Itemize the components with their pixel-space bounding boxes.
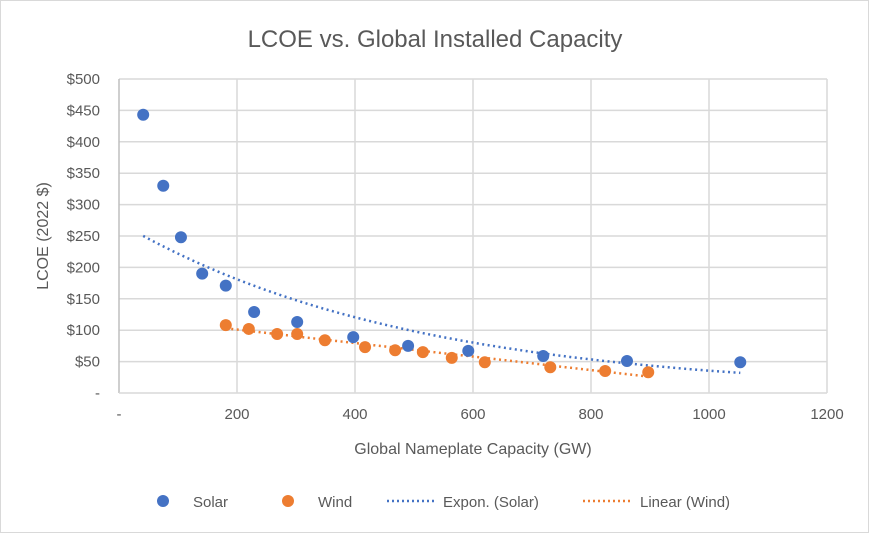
point-solar (620, 354, 633, 367)
trendline-linear (225, 327, 649, 378)
x-tick-label: 800 (578, 406, 603, 423)
point-wind (599, 365, 612, 378)
point-wind (642, 366, 655, 379)
x-tick-label: 1000 (692, 406, 725, 423)
x-axis-label: Global Nameplate Capacity (GW) (354, 441, 591, 458)
point-wind (544, 361, 557, 374)
point-wind (271, 327, 284, 340)
legend-wind-label: Wind (318, 494, 352, 511)
gridlines (118, 78, 828, 394)
y-tick-label: $50 (75, 354, 100, 371)
legend: Solar Wind Expon. (Solar) Linear (Wind) (157, 494, 730, 511)
chart-title: LCOE vs. Global Installed Capacity (248, 26, 623, 53)
point-solar (402, 339, 415, 352)
x-tick-label: 400 (342, 406, 367, 423)
legend-wind-marker (282, 495, 294, 507)
y-tick-label: $100 (67, 322, 100, 339)
y-tick-label: $350 (67, 165, 100, 182)
point-solar (291, 316, 304, 329)
x-tick-label: 200 (224, 406, 249, 423)
point-wind (478, 356, 491, 369)
y-axis-label: LCOE (2022 $) (35, 182, 52, 290)
point-solar (734, 356, 747, 369)
trendlines (142, 234, 741, 378)
point-wind (242, 322, 255, 335)
x-tick-label: - (117, 406, 122, 423)
y-tick-label: $250 (67, 228, 100, 245)
point-wind (416, 346, 429, 359)
x-tick-label: 600 (460, 406, 485, 423)
y-tick-label: $450 (67, 102, 100, 119)
y-tick-label: $150 (67, 291, 100, 308)
point-wind (445, 351, 458, 364)
point-wind (318, 334, 331, 347)
point-solar (157, 179, 170, 192)
trendline-exponential (142, 234, 741, 375)
legend-linear-label: Linear (Wind) (640, 494, 730, 511)
legend-solar-marker (157, 495, 169, 507)
point-solar (219, 279, 232, 292)
y-tick-label: $500 (67, 71, 100, 88)
y-tick-label: $400 (67, 134, 100, 151)
y-tick-label: $300 (67, 197, 100, 214)
point-solar (137, 108, 150, 121)
point-wind (359, 341, 372, 354)
legend-solar-label: Solar (193, 494, 228, 511)
point-solar (248, 305, 261, 318)
point-solar (196, 267, 209, 280)
point-solar (537, 349, 550, 362)
point-solar (174, 231, 187, 244)
y-tick-label: $200 (67, 259, 100, 276)
point-wind (389, 344, 402, 357)
data-points (137, 108, 747, 379)
point-wind (291, 327, 304, 340)
tick-labels: - $50 $100 $150 $200 $250 $300 $350 $400 $450 $500… (67, 71, 844, 423)
legend-expon-label: Expon. (Solar) (443, 494, 539, 511)
y-tick-label: - (95, 385, 100, 402)
x-tick-label: 1200 (810, 406, 843, 423)
point-wind (219, 319, 232, 332)
point-solar (462, 344, 475, 357)
point-solar (347, 331, 360, 344)
